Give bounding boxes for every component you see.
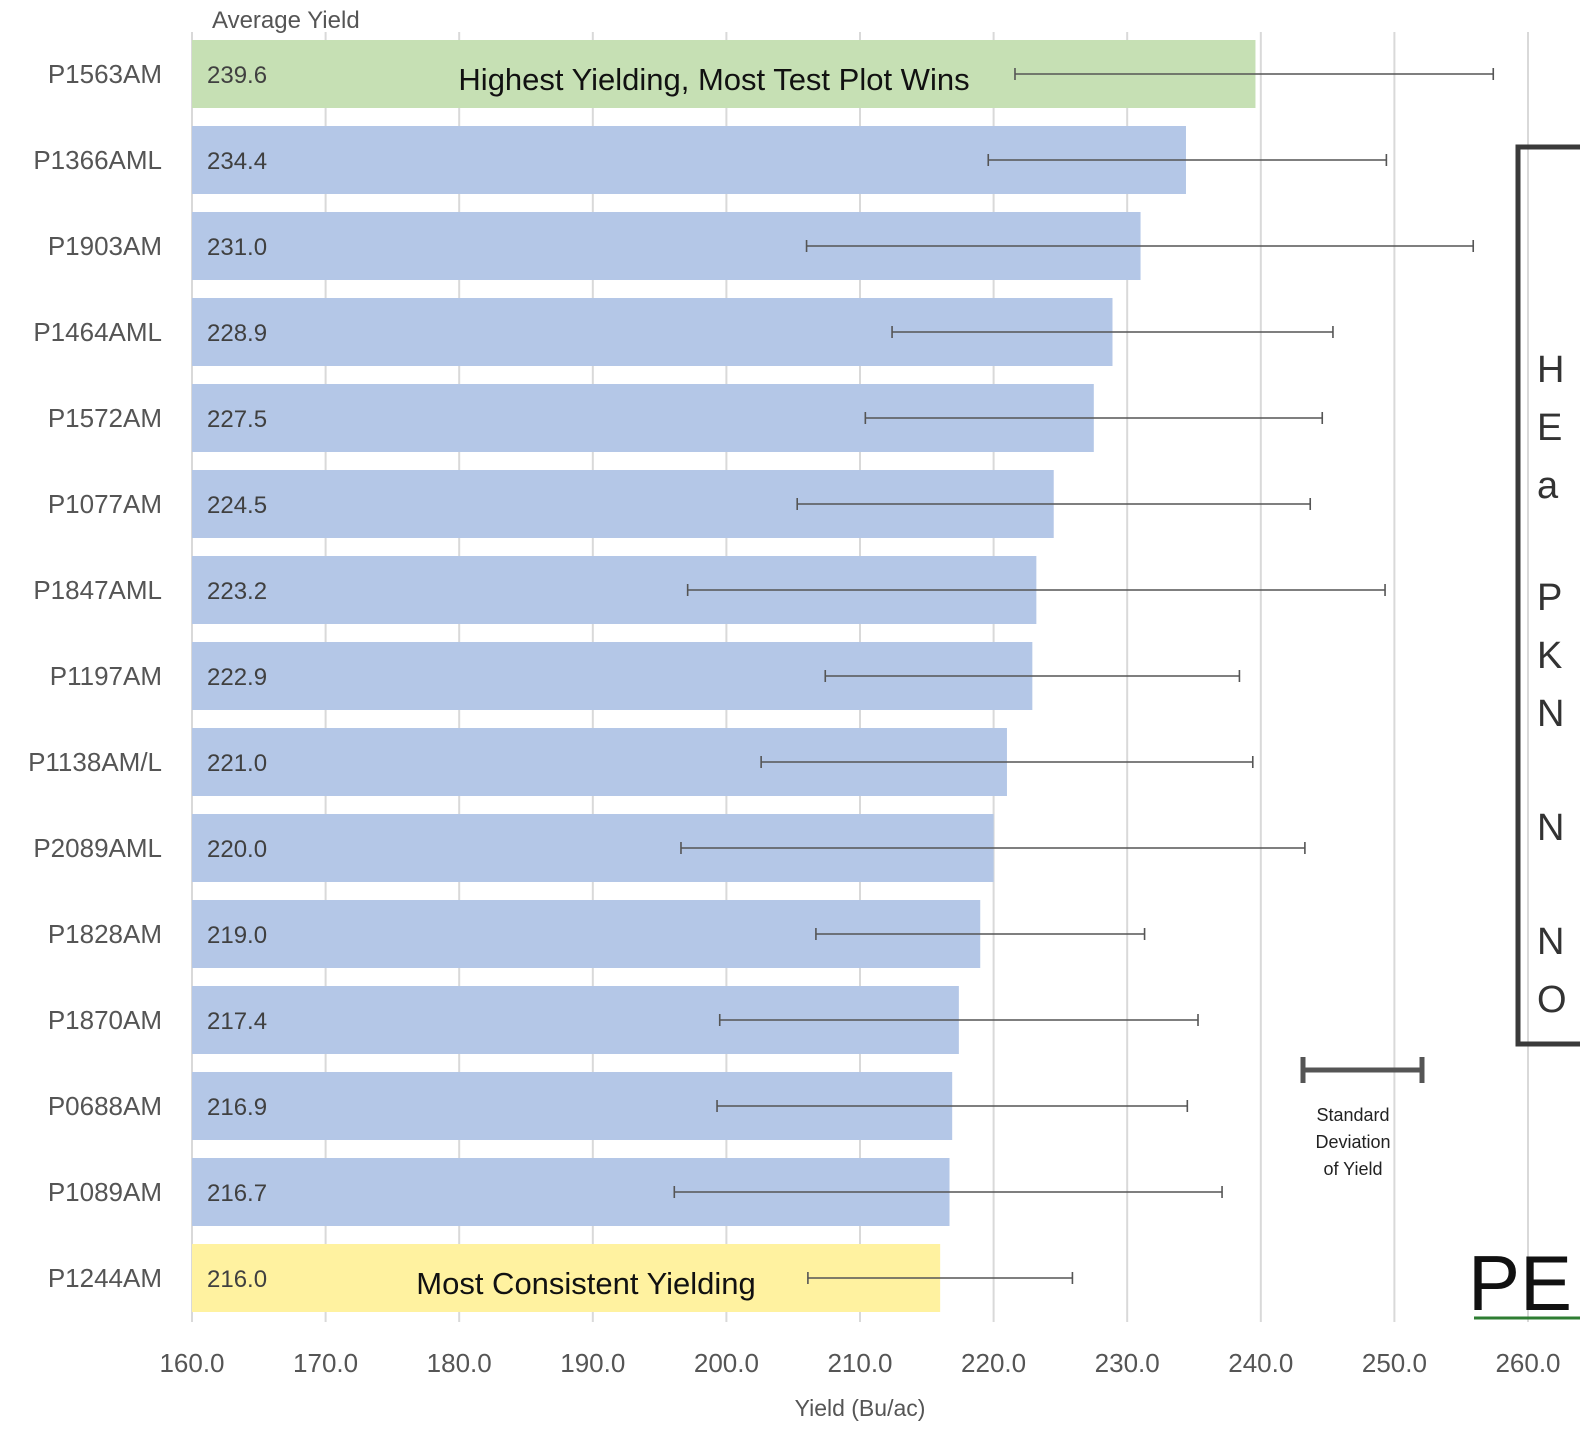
legend-label-line-2: Deviation [1315, 1132, 1390, 1152]
value-label: 222.9 [207, 664, 267, 691]
value-label: 216.0 [207, 1266, 267, 1293]
x-tick-label: 170.0 [293, 1348, 358, 1378]
legend-label-line-1: Standard [1316, 1105, 1389, 1125]
annotations: Highest Yielding, Most Test Plot Wins Mos… [416, 62, 969, 1301]
x-tick-labels: 160.0 170.0 180.0 190.0 200.0 210.0 220.0 230.0… [159, 1348, 1560, 1378]
value-label: 223.2 [207, 578, 267, 605]
error-bars [673, 68, 1495, 1284]
x-tick-label: 230.0 [1095, 1348, 1160, 1378]
value-label: 234.4 [207, 148, 267, 175]
category-label: P0688AM [48, 1091, 162, 1121]
value-label: 220.0 [207, 836, 267, 863]
x-tick-label: 180.0 [427, 1348, 492, 1378]
value-label: 228.9 [207, 320, 267, 347]
logo-text: PE [1468, 1239, 1572, 1327]
category-label: P1903AM [48, 231, 162, 261]
x-tick-label: 200.0 [694, 1348, 759, 1378]
value-label: 239.6 [207, 62, 267, 89]
side-panel-line: N [1537, 693, 1564, 735]
category-label: P1077AM [48, 489, 162, 519]
side-panel-line: H [1537, 349, 1564, 391]
value-label: 221.0 [207, 750, 267, 777]
x-tick-label: 160.0 [159, 1348, 224, 1378]
category-label: P1089AM [48, 1177, 162, 1207]
side-panel-line: P [1537, 577, 1562, 619]
side-panel-line: O [1537, 979, 1567, 1021]
highlight-annotation: Most Consistent Yielding [416, 1266, 755, 1301]
category-label: P1847AML [33, 575, 162, 605]
value-label: 219.0 [207, 922, 267, 949]
side-panel-line: N [1537, 921, 1564, 963]
value-label: 231.0 [207, 234, 267, 261]
category-label: P1870AM [48, 1005, 162, 1035]
value-label: 216.7 [207, 1180, 267, 1207]
category-label: P1572AM [48, 403, 162, 433]
x-tick-label: 220.0 [961, 1348, 1026, 1378]
x-tick-label: 240.0 [1228, 1348, 1293, 1378]
x-axis-title: Yield (Bu/ac) [795, 1395, 926, 1421]
category-label: P1197AM [50, 661, 162, 691]
value-labels: 239.6 234.4 231.0 228.9 227.5 224.5 223.2 222.9… [207, 62, 267, 1293]
x-tick-label: 190.0 [560, 1348, 625, 1378]
category-label: P1366AML [33, 145, 162, 175]
x-tick-label: 260.0 [1495, 1348, 1560, 1378]
value-label: 217.4 [207, 1008, 267, 1035]
side-panel-line: N [1537, 807, 1564, 849]
x-tick-label: 250.0 [1362, 1348, 1427, 1378]
highlight-annotation: Highest Yielding, Most Test Plot Wins [458, 62, 969, 97]
side-panel-line: E [1537, 407, 1562, 449]
x-tick-label: 210.0 [827, 1348, 892, 1378]
side-panel-line: K [1537, 635, 1562, 677]
value-label: 216.9 [207, 1094, 267, 1121]
category-label: P1244AM [48, 1263, 162, 1293]
side-panel-line: a [1537, 465, 1559, 507]
legend: Standard Deviation of Yield [1300, 1057, 1425, 1179]
logo: PE [1468, 1239, 1580, 1327]
category-labels: P1563AM P1366AML P1903AM P1464AML P1572AM P10… [28, 59, 162, 1293]
category-label: P2089AML [33, 833, 162, 863]
legend-label-line-3: of Yield [1323, 1159, 1382, 1179]
value-label: 227.5 [207, 406, 267, 433]
category-label: P1828AM [48, 919, 162, 949]
chart-title: Average Yield [212, 7, 360, 34]
category-label: P1138AM/L [28, 747, 162, 777]
category-label: P1464AML [33, 317, 162, 347]
value-label: 224.5 [207, 492, 267, 519]
category-label: P1563AM [48, 59, 162, 89]
